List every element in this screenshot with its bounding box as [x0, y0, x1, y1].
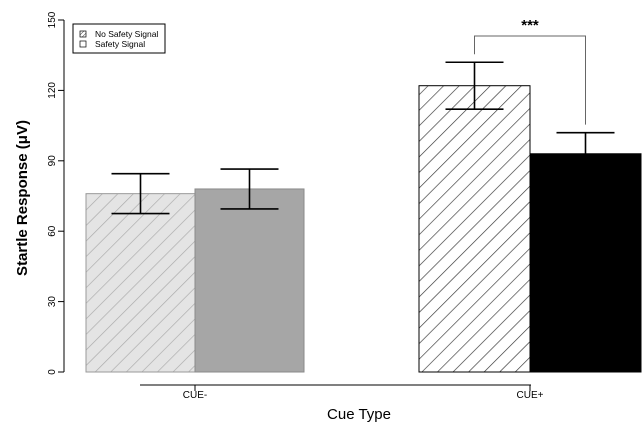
legend-swatch-no-safety — [79, 30, 87, 38]
significance-label: *** — [521, 17, 539, 34]
legend-label-safety: Safety Signal — [95, 39, 145, 49]
x-axis: CUE- CUE+ — [140, 384, 544, 401]
y-tick-label: 30 — [47, 296, 58, 308]
legend-box — [72, 23, 166, 54]
legend: No Safety Signal Safety Signal — [72, 23, 166, 54]
y-axis-title: Startle Response (μV) — [14, 120, 31, 276]
bars-layer — [85, 85, 642, 373]
y-tick-label: 90 — [47, 155, 58, 167]
x-tick-label: CUE- — [183, 390, 207, 401]
legend-swatch-safety — [79, 40, 87, 48]
y-tick-label: 0 — [47, 369, 58, 375]
significance-bracket — [474, 35, 586, 125]
x-axis-title: Cue Type — [327, 406, 391, 423]
y-tick-label: 120 — [47, 82, 58, 99]
y-tick-label: 150 — [47, 11, 58, 28]
bar-cue-no-safety-signal — [85, 193, 196, 373]
y-axis: 0 30 60 90 120 150 — [47, 11, 65, 375]
y-tick-label: 60 — [47, 225, 58, 237]
significance-annotation: *** — [474, 17, 586, 125]
bar-cue-no-safety-signal — [418, 85, 531, 373]
bar-cue-safety-signal — [529, 153, 642, 373]
bar-cue-safety-signal — [194, 188, 305, 373]
x-tick-label: CUE+ — [517, 390, 544, 401]
legend-label-no-safety: No Safety Signal — [95, 29, 158, 39]
error-bars-layer — [111, 61, 615, 215]
